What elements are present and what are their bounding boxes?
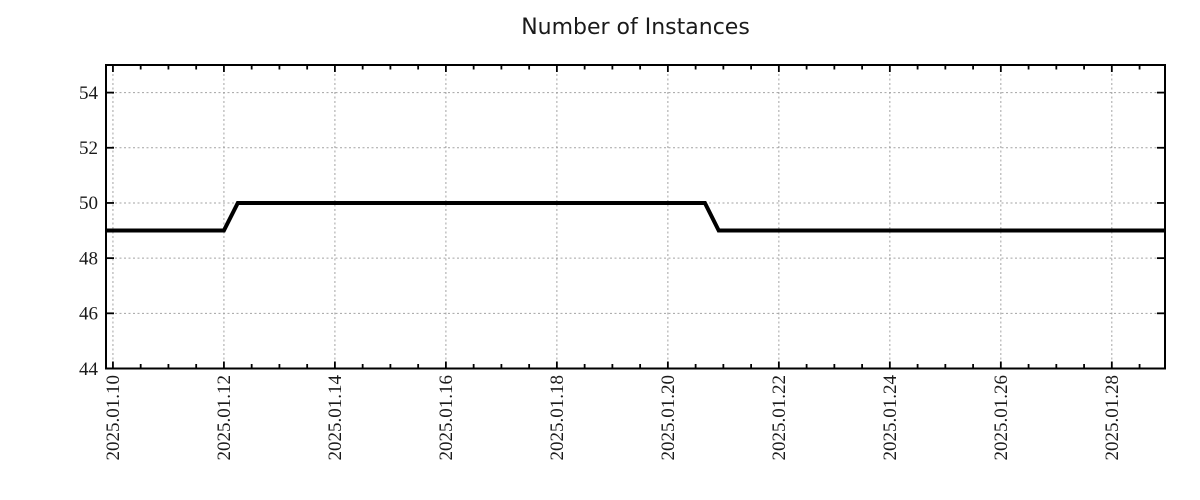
plot-border — [105, 64, 1166, 370]
x-tick-label: 2025.01.20 — [658, 375, 679, 461]
x-tick-label: 2025.01.28 — [1102, 375, 1123, 461]
x-tick-label: 2025.01.12 — [214, 375, 235, 461]
y-tick-label: 50 — [79, 193, 98, 214]
x-tick-label: 2025.01.16 — [436, 375, 457, 461]
chart-title: Number of Instances — [521, 15, 750, 40]
x-gridlines — [112, 65, 1113, 369]
y-tick-label: 44 — [79, 359, 99, 380]
x-tick-label: 2025.01.22 — [769, 375, 790, 461]
x-tick-labels: 2025.01.10 2025.01.12 2025.01.14 2025.01.16… — [103, 375, 1123, 461]
series-line-instances — [106, 201, 1165, 233]
y-tick-label: 54 — [79, 83, 99, 104]
x-tick-label: 2025.01.26 — [991, 375, 1012, 461]
y-ticks — [106, 91, 1165, 370]
x-tick-label: 2025.01.24 — [880, 375, 901, 461]
y-tick-label: 46 — [79, 304, 98, 325]
y-tick-labels: 44 46 48 50 52 54 — [79, 83, 99, 380]
x-tick-label: 2025.01.14 — [325, 375, 346, 461]
y-tick-label: 52 — [79, 138, 98, 159]
x-tick-label: 2025.01.10 — [103, 375, 124, 461]
x-tick-label: 2025.01.18 — [547, 375, 568, 461]
y-tick-label: 48 — [79, 248, 98, 269]
x-ticks — [112, 65, 1141, 369]
